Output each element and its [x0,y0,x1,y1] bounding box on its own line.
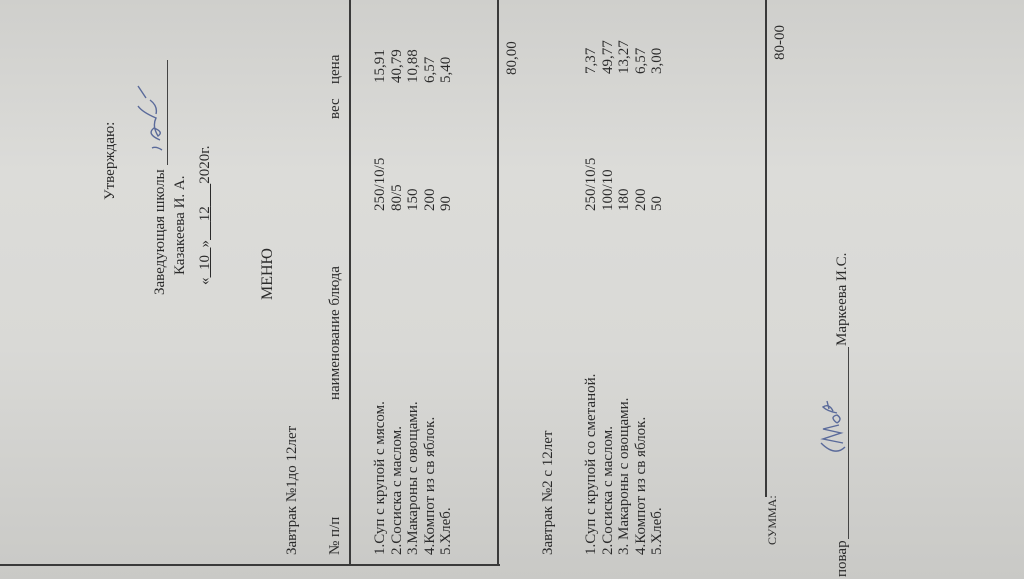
item-weight: 80/5 [388,184,405,211]
item-price: 3,00 [649,47,665,74]
header-weight: вес [327,98,343,119]
approval-position: Заведующая школы [152,169,168,295]
item-price: 49,77 [599,40,616,74]
item-weight: 250/10/5 [583,157,599,211]
item-price: 6,57 [632,47,649,74]
breakfast1-title: Завтрак №1до 12лет [284,425,300,555]
item-weight: 180 [616,188,632,212]
item-price: 6,57 [421,56,438,83]
item-price: 7,37 [583,47,599,74]
date-close-quote: » [197,240,213,248]
breakfast1-total-divider [497,0,499,565]
item-weight: 250/10/5 [372,157,388,211]
breakfast2-total: 80-00 [772,25,788,60]
item-weight: 150 [405,188,421,212]
item-price: 13,27 [616,40,632,74]
breakfast1-total: 80,00 [504,41,520,75]
item-name: 1.Суп с крупой со сметаной. [583,373,599,555]
item-name: 2.Сосиска с маслом. [388,426,405,555]
item-name: 2.Сосиска с маслом. [599,426,616,555]
item-weight: 100/10 [599,169,616,211]
item-weight: 200 [421,188,438,212]
item-weight: 50 [649,196,665,211]
item-name: 4.Компот из св яблок. [421,416,438,555]
cook-label: повар [834,540,850,577]
item-name: 1.Суп с крупой с мясом. [372,401,388,555]
item-name: 3. Макароны с овощами. [616,397,632,555]
header-divider [349,0,351,565]
date-month: 12 [197,206,213,222]
item-name: 5.Хлеб. [649,507,665,555]
date-year: 2020г. [197,145,213,184]
approval-title: Утверждаю: [102,121,118,200]
item-name: 5.Хлеб. [438,507,454,555]
header-price: цена [327,54,343,84]
date-day: 10 [197,255,213,270]
item-weight: 200 [632,188,649,212]
sum-label: СУММА: [765,495,779,545]
cook-name: Маркеева И.С. [834,252,850,346]
header-name: наименование блюда [327,266,343,400]
approval-date: « 10 » 12 2020г. [197,146,213,285]
director-signature [137,85,163,151]
breakfast2-title: Завтрак №2 с 12лет [540,430,556,555]
item-price: 15,91 [372,49,388,83]
sum-line [765,0,767,497]
menu-title: МЕНЮ [259,248,276,300]
approval-name: Казакеева И. А. [172,175,188,276]
header-num: № п/п [327,516,343,555]
item-name: 4.Компот из св яблок. [632,416,649,555]
item-name: 3.Макароны с овощами. [405,401,421,555]
item-price: 40,79 [388,49,405,83]
item-weight: 90 [438,196,454,211]
date-open-quote: « [197,277,213,286]
cook-signature [820,400,846,452]
item-price: 5,40 [438,56,454,83]
item-price: 10,88 [405,49,421,83]
table-border-left [0,564,500,566]
